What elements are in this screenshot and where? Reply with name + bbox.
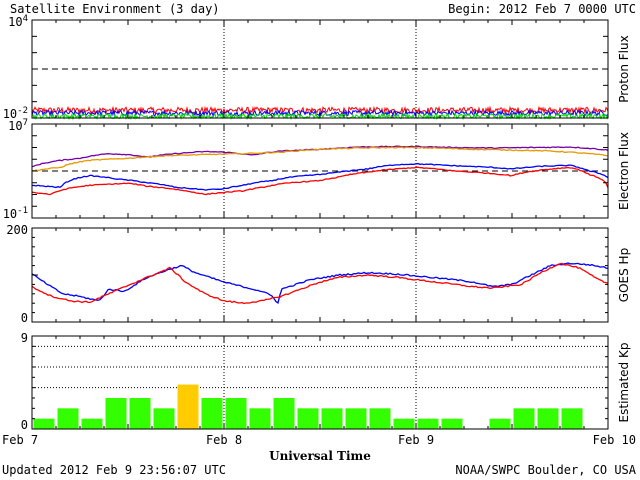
kp-bar xyxy=(417,418,439,429)
kp-bar xyxy=(441,418,463,429)
series-line xyxy=(32,146,609,172)
panel-frame xyxy=(31,19,609,119)
y-axis-label: Electron Flux xyxy=(617,132,631,210)
kp-bar xyxy=(201,398,223,429)
y-tick-label: 0 xyxy=(21,418,28,432)
panel-frame xyxy=(31,123,609,219)
kp-bar xyxy=(489,418,511,429)
y-tick-label: 107 xyxy=(8,118,28,133)
x-tick-label: Feb 9 xyxy=(398,433,434,447)
series-line xyxy=(31,262,609,305)
kp-bar xyxy=(57,408,79,429)
kp-bar xyxy=(273,398,295,429)
kp-bar xyxy=(321,408,343,429)
kp-bar xyxy=(249,408,271,429)
x-tick-label: Feb 8 xyxy=(206,433,242,447)
kp-bar xyxy=(561,408,583,429)
kp-bar xyxy=(177,384,199,429)
chart-title: Satellite Environment (3 day) xyxy=(10,2,220,16)
y-tick-exponent: -2 xyxy=(17,106,28,116)
y-tick-label: 10-1 xyxy=(3,206,28,221)
panel-3: 0 200 GOES Hp xyxy=(6,223,631,325)
kp-bar xyxy=(537,408,559,429)
x-tick-label: Feb 10 xyxy=(593,433,636,447)
credit-label: NOAA/SWPC Boulder, CO USA xyxy=(455,463,636,477)
y-tick-label: 200 xyxy=(6,223,28,237)
series-line xyxy=(31,162,609,191)
panel-4: 0 9 Estimated Kp xyxy=(21,331,631,432)
panel-2: 10-1 107 Electron Flux xyxy=(3,118,631,221)
series-line xyxy=(31,105,609,116)
y-tick-label: 0 xyxy=(21,311,28,325)
kp-bar xyxy=(153,408,175,429)
kp-bar xyxy=(81,418,103,429)
y-tick-label: 104 xyxy=(8,14,28,29)
kp-bar xyxy=(297,408,319,429)
series-line xyxy=(31,166,609,196)
x-tick-label: Feb 7 xyxy=(2,433,38,447)
kp-bar xyxy=(513,408,535,429)
kp-bar xyxy=(369,408,391,429)
y-axis-label: Estimated Kp xyxy=(617,343,631,423)
y-tick-label: 9 xyxy=(21,331,28,345)
kp-bar xyxy=(225,398,247,429)
y-axis-label: GOES Hp xyxy=(617,248,631,302)
y-tick-exponent: 7 xyxy=(23,118,28,128)
x-axis-label: Universal Time xyxy=(269,449,371,463)
panel-frame xyxy=(31,227,609,323)
series-line xyxy=(31,262,609,304)
kp-bar xyxy=(105,398,127,429)
kp-bar xyxy=(129,398,151,429)
y-tick-exponent: 4 xyxy=(23,14,28,24)
begin-time: Begin: 2012 Feb 7 0000 UTC xyxy=(448,2,636,16)
y-tick-exponent: -1 xyxy=(17,206,28,216)
kp-bar xyxy=(345,408,367,429)
kp-bar xyxy=(33,418,55,429)
updated-timestamp: Updated 2012 Feb 9 23:56:07 UTC xyxy=(2,463,226,477)
y-axis-label: Proton Flux xyxy=(617,35,631,102)
kp-bar xyxy=(393,418,415,429)
